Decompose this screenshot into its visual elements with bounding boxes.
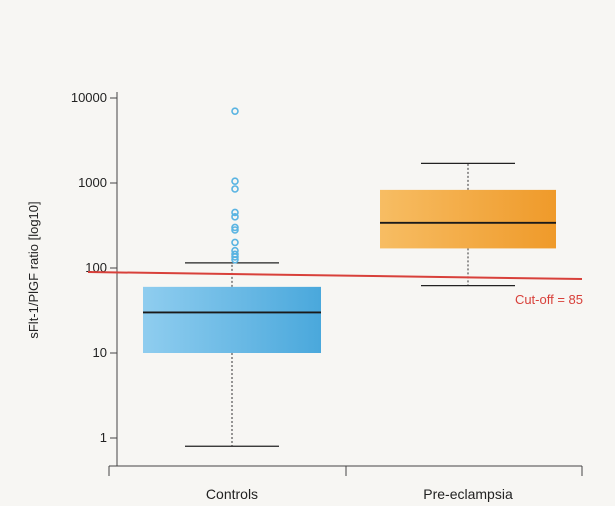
cutoff-group: Cut-off = 85 bbox=[87, 270, 583, 307]
boxes bbox=[143, 107, 556, 447]
y-tick-label-4: 10000 bbox=[71, 90, 107, 105]
y-tick-label-3: 1000 bbox=[78, 175, 107, 190]
category-label-0: Controls bbox=[206, 486, 258, 502]
y-tick-label-0: 1 bbox=[100, 430, 107, 445]
outlier-point bbox=[231, 185, 239, 193]
category-labels: Controls Pre-eclampsia bbox=[206, 486, 513, 502]
y-tick-label-1: 10 bbox=[93, 345, 107, 360]
y-axis-title: sFlt-1/PlGF ratio [log10] bbox=[26, 201, 41, 338]
outlier-point bbox=[231, 107, 239, 115]
outlier-point bbox=[231, 213, 239, 221]
outlier-point bbox=[231, 255, 239, 264]
category-label-1: Pre-eclampsia bbox=[423, 486, 513, 502]
cutoff-line bbox=[87, 270, 583, 280]
iqr-box bbox=[380, 189, 556, 249]
outlier-point bbox=[231, 177, 239, 185]
box-group-controls bbox=[143, 107, 321, 447]
iqr-box bbox=[143, 286, 321, 353]
box-group-pre-eclampsia bbox=[380, 162, 556, 287]
outlier-point bbox=[231, 253, 239, 261]
outlier-point bbox=[231, 238, 239, 247]
outlier-point bbox=[231, 223, 239, 232]
cutoff-label: Cut-off = 85 bbox=[515, 292, 583, 307]
outlier-point bbox=[231, 208, 239, 217]
outlier-point bbox=[231, 226, 239, 234]
